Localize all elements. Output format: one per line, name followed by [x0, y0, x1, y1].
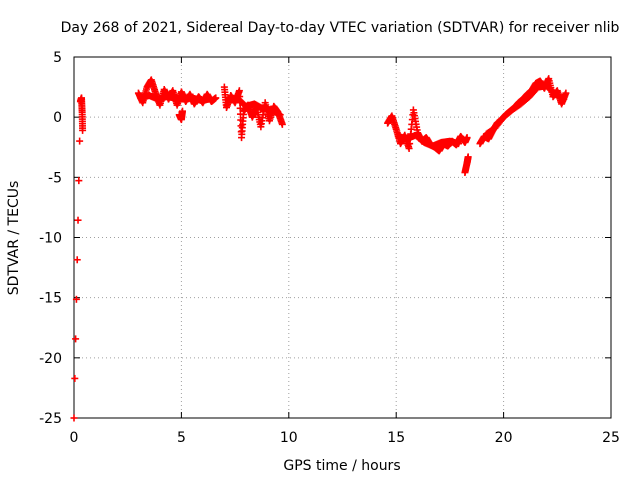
- data-points: [70, 75, 570, 422]
- data-point: [205, 95, 213, 103]
- data-point: [560, 95, 568, 103]
- data-point: [276, 111, 284, 119]
- data-point: [178, 107, 186, 115]
- y-tick-label: 0: [53, 110, 62, 126]
- data-point: [76, 137, 84, 145]
- x-tick-label: 0: [70, 430, 79, 446]
- data-point: [235, 87, 243, 95]
- y-tick-label: -25: [39, 411, 62, 427]
- axis-ticks: 0 5 10 15 20 25 -25 -20 -15 -10 -5 0 5: [39, 50, 620, 446]
- chart-title: Day 268 of 2021, Sidereal Day-to-day VTE…: [61, 20, 620, 36]
- x-tick-label: 20: [495, 430, 513, 446]
- data-point: [72, 295, 80, 303]
- data-point: [72, 335, 80, 343]
- y-tick-label: -10: [39, 231, 62, 247]
- data-point: [212, 94, 220, 102]
- data-point: [75, 177, 83, 185]
- x-tick-label: 10: [280, 430, 298, 446]
- data-point: [71, 374, 79, 382]
- y-axis-label: SDTVAR / TECUs: [6, 181, 22, 296]
- x-tick-label: 25: [602, 430, 620, 446]
- data-point: [562, 89, 570, 97]
- y-tick-label: -20: [39, 351, 62, 367]
- data-point: [79, 126, 87, 134]
- x-tick-label: 5: [177, 430, 186, 446]
- x-axis-label: GPS time / hours: [283, 458, 400, 474]
- data-point: [463, 134, 471, 142]
- y-tick-label: -15: [39, 291, 62, 307]
- y-tick-label: -5: [48, 170, 62, 186]
- data-point: [74, 216, 82, 224]
- grid-lines: [74, 57, 611, 418]
- data-point: [278, 120, 286, 128]
- data-point: [464, 153, 472, 161]
- y-tick-label: 5: [53, 50, 62, 66]
- data-point: [70, 414, 78, 422]
- data-point: [454, 140, 462, 148]
- data-point: [73, 256, 81, 264]
- x-tick-label: 15: [387, 430, 405, 446]
